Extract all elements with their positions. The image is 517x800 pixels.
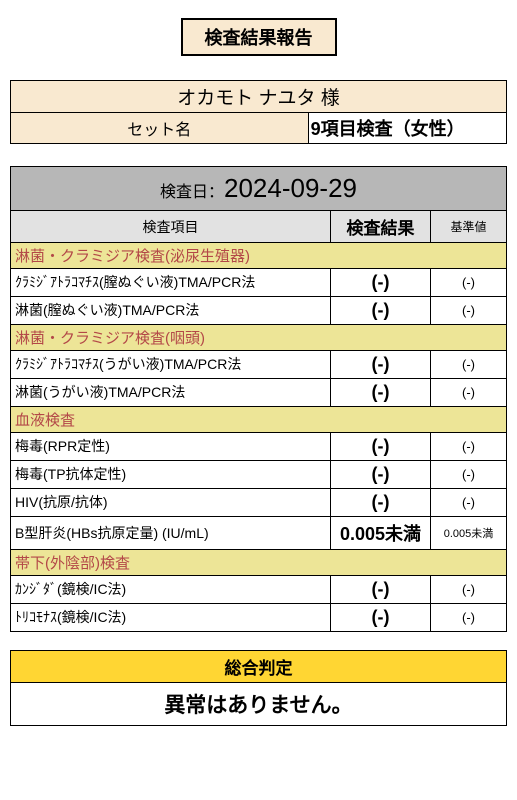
test-result: (-)	[331, 461, 431, 489]
results-table: 検査日：2024-09-29 検査項目 検査結果 基準値 淋菌・クラミジア検査(…	[10, 166, 507, 632]
report-title: 検査結果報告	[181, 18, 337, 56]
column-header-reference: 基準値	[431, 211, 507, 243]
test-reference: (-)	[431, 489, 507, 517]
test-result: (-)	[331, 269, 431, 297]
test-result: (-)	[331, 433, 431, 461]
test-item: HIV(抗原/抗体)	[11, 489, 331, 517]
exam-date-cell: 検査日：2024-09-29	[11, 167, 507, 211]
test-reference: (-)	[431, 461, 507, 489]
patient-table: オカモト ナユタ 様 セット名 9項目検査（女性）	[10, 80, 507, 144]
test-item: ﾄﾘｺﾓﾅｽ(鏡検/IC法)	[11, 604, 331, 632]
exam-date-value: 2024-09-29	[224, 173, 357, 203]
patient-name-suffix: 様	[321, 88, 340, 109]
section-header: 淋菌・クラミジア検査(泌尿生殖器)	[11, 243, 507, 269]
test-result: (-)	[331, 604, 431, 632]
test-item: B型肝炎(HBs抗原定量) (IU/mL)	[11, 517, 331, 550]
test-reference: 0.005未満	[431, 517, 507, 550]
test-reference: (-)	[431, 297, 507, 325]
test-result: (-)	[331, 297, 431, 325]
test-item: 淋菌(うがい液)TMA/PCR法	[11, 379, 331, 407]
test-result: (-)	[331, 576, 431, 604]
test-reference: (-)	[431, 269, 507, 297]
set-label: セット名	[11, 113, 309, 144]
test-reference: (-)	[431, 351, 507, 379]
column-header-result: 検査結果	[331, 211, 431, 243]
patient-name-cell: オカモト ナユタ 様	[11, 81, 507, 113]
judgment-value: 異常はありません。	[11, 683, 507, 726]
column-header-item: 検査項目	[11, 211, 331, 243]
test-item: ｸﾗﾐｼﾞｱﾄﾗｺﾏﾁｽ(膣ぬぐい液)TMA/PCR法	[11, 269, 331, 297]
test-item: 梅毒(TP抗体定性)	[11, 461, 331, 489]
test-result: (-)	[331, 379, 431, 407]
test-item: 梅毒(RPR定性)	[11, 433, 331, 461]
test-result: (-)	[331, 489, 431, 517]
test-item: 淋菌(膣ぬぐい液)TMA/PCR法	[11, 297, 331, 325]
section-header: 淋菌・クラミジア検査(咽頭)	[11, 325, 507, 351]
section-header: 帯下(外陰部)検査	[11, 550, 507, 576]
judgment-table: 総合判定 異常はありません。	[10, 650, 507, 726]
test-reference: (-)	[431, 604, 507, 632]
test-reference: (-)	[431, 576, 507, 604]
test-reference: (-)	[431, 433, 507, 461]
test-item: ｸﾗﾐｼﾞｱﾄﾗｺﾏﾁｽ(うがい液)TMA/PCR法	[11, 351, 331, 379]
test-reference: (-)	[431, 379, 507, 407]
test-item: ｶﾝｼﾞﾀﾞ(鏡検/IC法)	[11, 576, 331, 604]
exam-date-label: 検査日：	[160, 184, 224, 201]
test-result: (-)	[331, 351, 431, 379]
test-result: 0.005未満	[331, 517, 431, 550]
set-value: 9項目検査（女性）	[308, 113, 506, 144]
section-header: 血液検査	[11, 407, 507, 433]
judgment-label: 総合判定	[11, 651, 507, 683]
patient-name: オカモト ナユタ	[177, 88, 315, 109]
